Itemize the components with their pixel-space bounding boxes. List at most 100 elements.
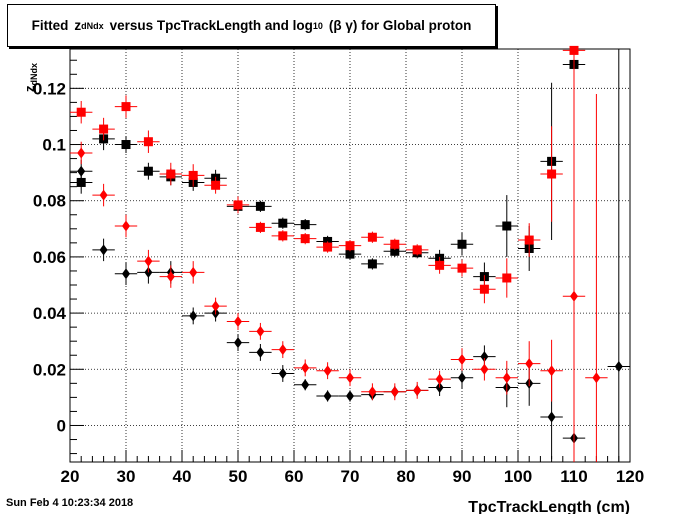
data-point	[159, 265, 182, 288]
y-tick-label: 0	[57, 416, 66, 435]
data-point	[204, 176, 227, 194]
y-axis-title: zdNdx	[22, 63, 39, 92]
data-point	[473, 345, 496, 368]
y-tick-label: 0.08	[33, 192, 66, 211]
diamond-marker	[390, 386, 399, 398]
data-point	[92, 183, 115, 207]
data-point	[271, 341, 294, 359]
diamond-marker	[77, 147, 86, 159]
diamond-marker	[301, 379, 310, 391]
chart-title: Fitted z dNdx versus TpcTrackLength and l…	[7, 4, 496, 47]
diamond-marker	[413, 384, 422, 396]
data-point	[182, 164, 205, 187]
diamond-marker	[278, 344, 287, 356]
data-point	[495, 258, 518, 298]
data-point	[450, 366, 474, 389]
diamond-marker	[189, 266, 198, 278]
diamond-marker	[346, 372, 354, 384]
square-marker	[278, 231, 288, 241]
data-point	[361, 383, 384, 401]
square-marker	[121, 102, 131, 112]
data-point	[114, 214, 138, 238]
data-point	[338, 390, 362, 402]
data-point	[585, 93, 608, 462]
square-marker	[255, 201, 265, 211]
x-tick-label: 70	[341, 467, 360, 486]
diamond-marker	[368, 386, 377, 398]
square-marker	[278, 218, 288, 228]
data-point	[428, 370, 451, 388]
data-series	[70, 45, 586, 304]
data-point	[137, 162, 160, 180]
data-point	[271, 230, 294, 242]
data-point	[92, 238, 115, 262]
x-tick-label: 30	[117, 467, 136, 486]
y-tick-label: 0.12	[33, 79, 66, 98]
x-tick-label: 90	[453, 467, 472, 486]
square-marker	[367, 232, 377, 242]
x-tick-label: 20	[61, 467, 80, 486]
data-point	[361, 258, 384, 270]
title-suffix: (β γ) for Global proton	[328, 18, 472, 33]
data-point	[518, 223, 541, 257]
data-point	[204, 297, 227, 315]
y-axis-title-subscript: dNdx	[29, 63, 39, 86]
diamond-marker	[256, 346, 265, 358]
data-point	[226, 334, 250, 352]
diamond-marker	[592, 372, 601, 384]
diamond-marker	[301, 362, 310, 374]
square-marker	[502, 221, 512, 231]
x-tick-label: 120	[616, 467, 644, 486]
diamond-marker	[547, 411, 556, 423]
data-point	[137, 130, 160, 153]
square-marker	[300, 220, 310, 230]
square-marker	[390, 246, 400, 256]
square-marker	[76, 107, 86, 117]
diamond-marker	[189, 310, 198, 322]
diamond-marker	[346, 390, 354, 402]
y-tick-label: 0.02	[33, 360, 66, 379]
square-marker	[121, 140, 131, 150]
data-point	[540, 339, 563, 402]
square-marker	[524, 235, 534, 245]
data-point	[271, 365, 294, 382]
square-marker	[143, 137, 153, 147]
diamond-marker	[122, 268, 130, 280]
diamond-marker	[614, 360, 623, 372]
data-point	[226, 196, 250, 214]
diamond-marker	[480, 351, 489, 363]
data-point	[338, 369, 362, 387]
data-point	[607, 49, 630, 462]
diamond-marker	[256, 325, 265, 337]
title-z: z	[74, 18, 82, 33]
data-point	[137, 249, 160, 273]
data-point	[450, 348, 474, 371]
diamond-marker	[502, 372, 511, 384]
x-tick-label: 100	[504, 467, 532, 486]
data-point	[114, 262, 138, 285]
data-point	[383, 238, 406, 250]
y-tick-labels: 0 0.02 0.04 0.06 0.08 0.1 0.12	[33, 79, 67, 435]
square-marker	[479, 284, 489, 294]
square-marker	[390, 239, 400, 249]
diamond-marker	[547, 365, 556, 377]
data-point	[249, 200, 272, 212]
x-axis-title: TpcTrackLength (cm)	[468, 499, 630, 514]
data-point	[92, 117, 115, 141]
square-marker	[502, 273, 512, 283]
square-marker	[457, 263, 467, 273]
diamond-marker	[234, 337, 242, 349]
title-prefix: Fitted	[31, 18, 69, 33]
diamond-marker	[234, 316, 242, 328]
data-point	[114, 136, 138, 153]
title-z-subscript: dNdx	[81, 20, 104, 31]
y-tick-label: 0.04	[33, 304, 67, 323]
data-point	[495, 360, 518, 395]
x-tick-labels: 20 30 40 50 60 70 80 90 100 110 120	[61, 467, 645, 486]
data-point	[159, 162, 182, 186]
diamond-marker	[323, 390, 332, 402]
data-point	[249, 322, 272, 340]
data-point	[294, 233, 317, 245]
square-marker	[233, 200, 243, 210]
